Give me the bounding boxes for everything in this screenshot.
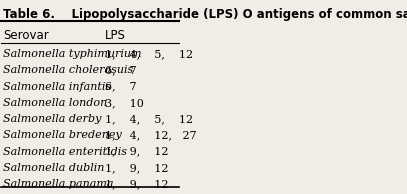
Text: Serovar: Serovar [3, 29, 49, 42]
Text: Salmonella bredeney: Salmonella bredeney [3, 130, 122, 140]
Text: 1,    9,    12: 1, 9, 12 [105, 163, 168, 173]
Text: 6,    7: 6, 7 [105, 82, 136, 92]
Text: 1,    4,    5,    12: 1, 4, 5, 12 [105, 114, 193, 124]
Text: 3,    10: 3, 10 [105, 98, 144, 108]
Text: 1,    4,    12,   27: 1, 4, 12, 27 [105, 130, 196, 140]
Text: Salmonella enteritidis: Salmonella enteritidis [3, 147, 127, 157]
Text: 1,    9,    12: 1, 9, 12 [105, 179, 168, 189]
Text: 1,    9,    12: 1, 9, 12 [105, 147, 168, 157]
Text: Salmonella derby: Salmonella derby [3, 114, 101, 124]
Text: Salmonella cholerasuis: Salmonella cholerasuis [3, 65, 133, 75]
Text: Salmonella panama: Salmonella panama [3, 179, 114, 189]
Text: Table 6.    Lipopolysaccharide (LPS) O antigens of common salmonella serotypes.: Table 6. Lipopolysaccharide (LPS) O anti… [3, 8, 407, 21]
Text: Salmonella london: Salmonella london [3, 98, 107, 108]
Text: LPS: LPS [105, 29, 125, 42]
Text: Salmonella infantis: Salmonella infantis [3, 82, 111, 92]
Text: Salmonella typhimurium: Salmonella typhimurium [3, 49, 142, 59]
Text: Salmonella dublin: Salmonella dublin [3, 163, 105, 173]
Text: 6,    7: 6, 7 [105, 65, 136, 75]
Text: 1,    4,    5,    12: 1, 4, 5, 12 [105, 49, 193, 59]
